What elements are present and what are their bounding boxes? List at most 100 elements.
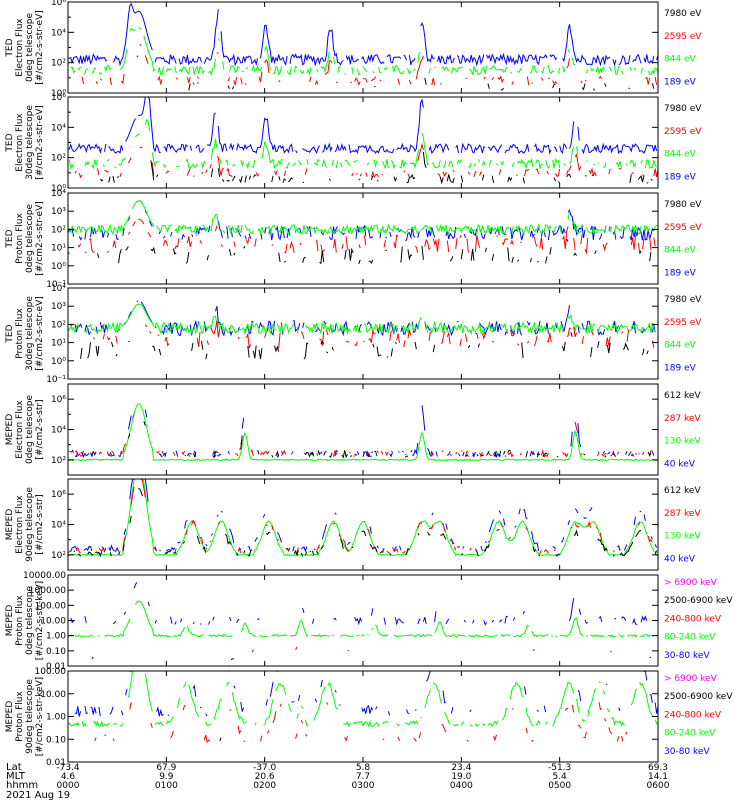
series-844-ev-line [70, 27, 659, 77]
y-axis-label-line: [#/cm2-s-str-eV] [35, 105, 45, 180]
legend-entry: 189 eV [664, 268, 697, 278]
y-axis-label-line: 0deg telescope [25, 13, 35, 83]
y-tick-label: 10² [51, 225, 66, 235]
y-tick-label: 10¹ [51, 244, 66, 254]
series-189-ev-line [68, 201, 658, 241]
y-axis-label-line: 90deg telescope [25, 487, 35, 562]
y-tick-label: 10⁻¹ [46, 375, 66, 385]
legend-entry: 30-80 keV [664, 651, 710, 661]
y-tick-label: 0.01 [46, 758, 66, 768]
y-tick-label: 10² [51, 154, 66, 164]
series-130-kev-line [68, 478, 658, 557]
plot-frame [67, 1, 659, 94]
y-tick-label: 10⁶ [51, 490, 66, 500]
series-287-kev-line [74, 414, 653, 459]
y-tick-label: 10⁴ [51, 123, 66, 133]
y-axis-label-line: TED [5, 229, 15, 248]
y-axis-label-line: Electron Flux [15, 113, 25, 172]
y-tick-label: 10⁶ [51, 395, 66, 405]
x-tick-label-lat: -51.3 [548, 763, 571, 773]
x-tick-label-mlt: 20.6 [255, 772, 275, 782]
plot-frame [67, 383, 659, 476]
y-tick-label: 10⁴ [51, 426, 66, 436]
y-axis-label: MEPEDElectron Flux0deg telescope[#/cm2-s… [5, 395, 45, 465]
plot-frame [67, 192, 659, 285]
y-tick-label: 10.00 [40, 690, 66, 700]
legend-entry: 130 keV [664, 532, 701, 542]
series-7980-ev-line [136, 55, 655, 91]
x-tick-label-mlt: 14.1 [648, 772, 668, 782]
y-tick-label: 10000.00 [23, 571, 66, 581]
y-tick-label: 10.00 [40, 617, 66, 627]
y-axis-label-line: [#/cm2-s-str-eV] [35, 10, 45, 85]
y-axis-label-line: [#/cm2-s-str-eV] [35, 201, 45, 276]
series-7980-ev-line [100, 152, 656, 184]
panel-3: 10⁻¹ 10⁰ 10¹ 10² 10³ 10⁴ TEDProton Flux0deg te… [5, 189, 702, 290]
legend-entry: 189 eV [664, 172, 697, 182]
series-80-240-kev-line [67, 670, 659, 728]
y-axis-label-line: Electron Flux [15, 495, 25, 554]
series-30-80-kev-line [71, 582, 658, 625]
y-axis-label: TEDElectron Flux0deg telescope[#/cm2-s-s… [5, 10, 45, 85]
legend-entry: 80-240 keV [664, 633, 716, 643]
legend-entry: 189 eV [664, 363, 697, 373]
y-tick-label: 10² [51, 551, 66, 561]
y-axis-label: TEDElectron Flux30deg telescope[#/cm2-s-… [5, 105, 45, 180]
legend-entry: 240-800 keV [664, 614, 722, 624]
y-tick-label: 10³ [51, 207, 66, 217]
series-287-kev-line [68, 479, 658, 553]
x-tick-label-hhmm: 0200 [253, 781, 276, 791]
y-axis-label-line: [#/cm2-s-str] [35, 399, 45, 459]
x-row-label-mlt: MLT [6, 771, 26, 782]
x-tick-label-lat: -37.0 [253, 763, 277, 773]
y-axis-label-line: TED [5, 324, 15, 343]
legend-entry: 7980 eV [664, 9, 702, 19]
y-axis-label-line: 30deg telescope [25, 296, 35, 371]
legend-entry: 130 keV [664, 437, 701, 447]
series-7980-ev-line [81, 332, 657, 359]
y-tick-label: 10⁴ [51, 189, 66, 199]
y-axis-label-line: MEPED [5, 509, 15, 541]
series-2595-ev-line [92, 321, 655, 349]
legend-entry: > 6900 keV [664, 674, 718, 684]
legend-entry: 844 eV [664, 246, 697, 256]
y-tick-label: 10² [51, 456, 66, 466]
y-tick-label: 10⁰ [51, 262, 66, 272]
x-tick-label-mlt: 4.6 [61, 772, 76, 782]
y-tick-label: 10⁻¹ [46, 280, 66, 290]
x-row-label-hhmm: hhmm [6, 780, 38, 791]
panel-4: 10⁻¹ 10⁰ 10¹ 10² 10³ 10⁴ TEDProton Flux30deg t… [5, 284, 702, 385]
y-tick-label: 1.00 [46, 713, 66, 723]
y-axis-label-line: Proton Flux [15, 213, 25, 264]
y-axis-label-line: TED [5, 38, 15, 57]
y-axis-label-line: Proton Flux [15, 308, 25, 359]
y-axis-label: TEDProton Flux30deg telescope[#/cm2-s-st… [5, 296, 45, 371]
legend-entry: 7980 eV [664, 295, 702, 305]
legend-entry: 40 keV [664, 554, 696, 564]
legend-entry: 2595 eV [664, 32, 702, 42]
series-189-ev-line [67, 2, 659, 67]
series-2595-ev-line [74, 142, 659, 179]
x-tick-label-mlt: 7.7 [356, 772, 370, 782]
series-7980-ev-line [67, 238, 652, 265]
series-2500-6900-kev-line [220, 738, 625, 754]
x-tick-label-lat: 67.9 [156, 763, 176, 773]
legend-entry: 2595 eV [664, 223, 702, 233]
legend-entry: 612 keV [664, 391, 701, 401]
y-tick-label: 100.00 [35, 601, 67, 611]
date-label: 2021 Aug 19 [6, 790, 70, 800]
panel-6: 10² 10⁴ 10⁶ MEPEDElectron Flux90deg telesco… [5, 478, 701, 571]
y-axis-label-line: MEPED [5, 414, 15, 446]
y-axis-label-line: MEPED [5, 701, 15, 733]
series-2595-ev-line [78, 219, 658, 253]
y-axis-label-line: 30deg telescope [25, 105, 35, 180]
y-axis-label-line: [#/cm2-s-str] [35, 494, 45, 554]
x-axis-labels: Lat L MLT hhmm 2021 Aug 19 -73.44.600006… [6, 762, 670, 800]
y-axis-label-line: [#/cm2-s-str-eV] [35, 296, 45, 371]
x-tick-label-hhmm: 0600 [647, 781, 670, 791]
panel-2: 10⁰ 10² 10⁴ 10⁶ TEDElectron Flux30deg telesc… [5, 93, 702, 194]
y-tick-label: 10⁰ [51, 357, 66, 367]
y-tick-label: 1000.00 [29, 586, 66, 596]
x-tick-label-lat: 69.3 [648, 763, 668, 773]
